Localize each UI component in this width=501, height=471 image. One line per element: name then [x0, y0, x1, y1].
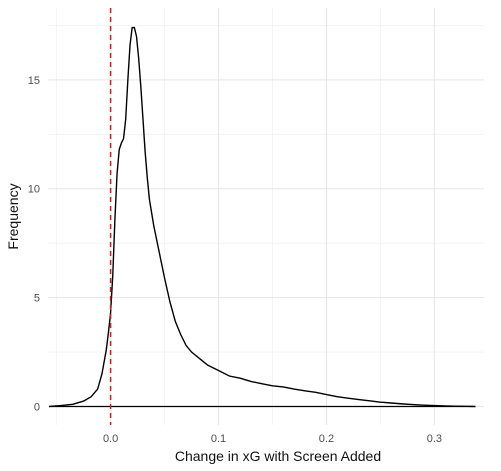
x-tick-label: 0.3 [427, 433, 442, 445]
y-tick-label: 15 [28, 75, 40, 87]
y-tick-label: 5 [34, 293, 40, 305]
plot-area [49, 8, 476, 425]
axes: Change in xG with Screen Added Frequency… [5, 75, 442, 464]
y-axis-title: Frequency [5, 183, 21, 249]
density-curve [49, 26, 476, 408]
grid [48, 8, 484, 425]
x-tick-label: 0.1 [211, 433, 226, 445]
y-tick-label: 10 [28, 184, 40, 196]
x-tick-label: 0.2 [319, 433, 334, 445]
x-tick-label: 0.0 [103, 433, 118, 445]
y-tick-label: 0 [34, 401, 40, 413]
x-axis-title: Change in xG with Screen Added [175, 448, 381, 464]
